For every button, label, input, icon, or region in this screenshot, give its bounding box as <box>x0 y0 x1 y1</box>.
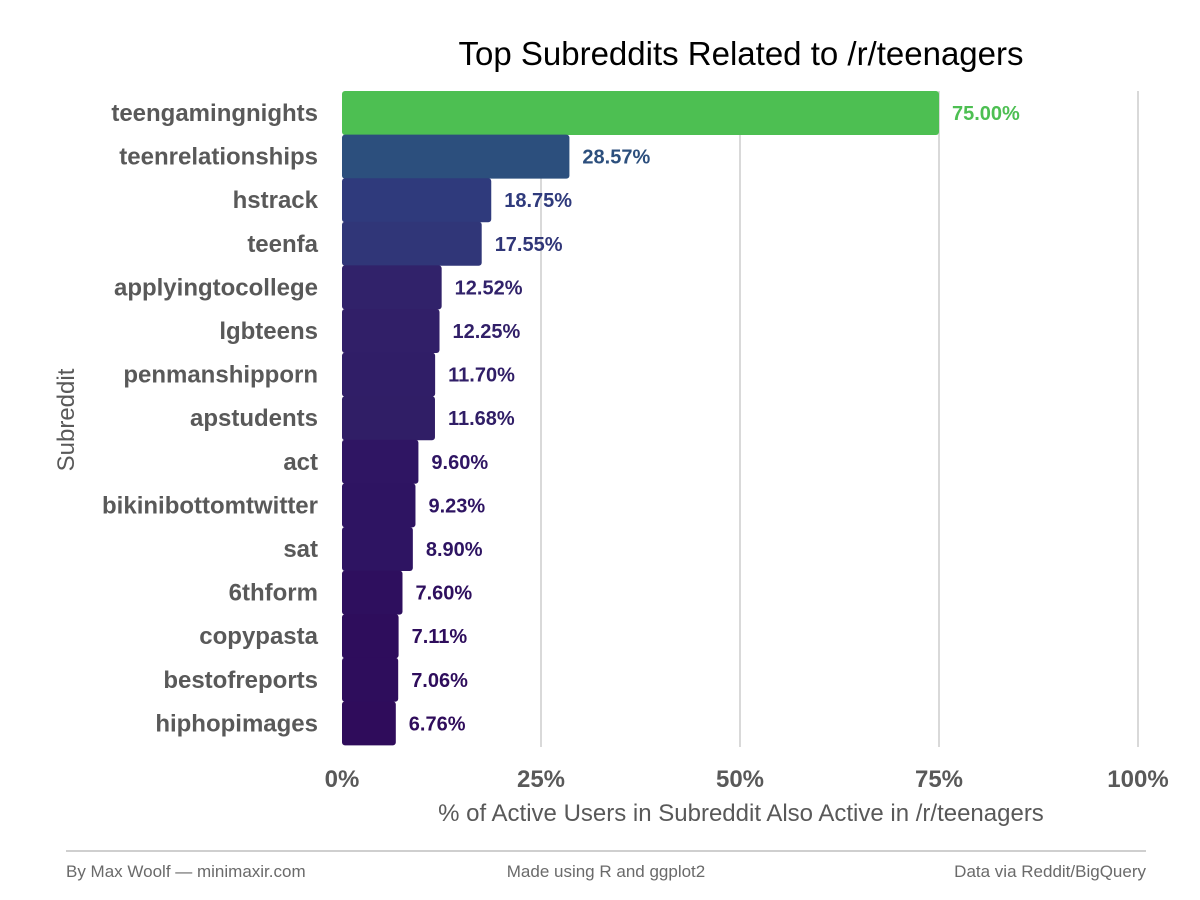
footer-tool: Made using R and ggplot2 <box>507 862 705 881</box>
value-label: 6.76% <box>409 713 466 735</box>
chart-title: Top Subreddits Related to /r/teenagers <box>458 35 1023 72</box>
bar-bestofreports <box>342 657 399 702</box>
category-label: apstudents <box>190 405 318 432</box>
bar-penmanshipporn <box>342 352 436 397</box>
category-label: 6thform <box>229 580 318 607</box>
x-tick-label: 75% <box>915 766 963 793</box>
category-label: applyingtocollege <box>114 274 318 301</box>
y-axis-title: Subreddit <box>53 368 80 471</box>
value-label: 7.06% <box>411 670 468 692</box>
category-label: teenfa <box>247 231 318 258</box>
bar-teenfa <box>342 221 482 266</box>
gridlines <box>540 91 1139 747</box>
bar-teengamingnights <box>342 91 939 135</box>
bar-lgbteens <box>342 309 440 353</box>
category-label: penmanshipporn <box>123 362 318 389</box>
bar-teenrelationships <box>342 134 570 179</box>
value-label: 17.55% <box>495 234 563 256</box>
bar-sat <box>342 527 413 571</box>
value-label: 18.75% <box>504 190 572 212</box>
value-label: 11.68% <box>448 408 515 430</box>
category-label: sat <box>283 536 318 563</box>
category-label: hiphopimages <box>155 710 318 737</box>
x-tick-label: 100% <box>1107 766 1168 793</box>
category-label: hstrack <box>233 187 319 214</box>
bars <box>342 91 939 746</box>
x-tick-label: 50% <box>716 766 764 793</box>
bar-bikinibottomtwitter <box>342 483 416 528</box>
x-tick-label: 25% <box>517 766 565 793</box>
bar-6thform <box>342 570 403 615</box>
category-label: act <box>283 449 318 476</box>
category-label: bikinibottomtwitter <box>102 492 318 519</box>
value-label: 28.57% <box>582 147 650 169</box>
x-tick-label: 0% <box>325 766 360 793</box>
bar-labels: teengamingnights 75.00% teenrelationships 2… <box>102 100 1020 737</box>
footer-source: Data via Reddit/BigQuery <box>954 862 1146 881</box>
category-label: lgbteens <box>219 318 318 345</box>
bar-apstudents <box>342 396 435 441</box>
bar-hstrack <box>342 178 492 223</box>
category-label: copypasta <box>199 623 318 650</box>
bar-applyingtocollege <box>342 265 442 310</box>
bar-act <box>342 439 419 484</box>
value-label: 12.52% <box>455 277 523 299</box>
bar-copypasta <box>342 614 399 659</box>
value-label: 7.60% <box>415 583 472 605</box>
x-axis-ticks: 0% 25% 50% 75% 100% <box>325 766 1169 793</box>
value-label: 9.23% <box>428 495 485 517</box>
category-label: bestofreports <box>163 667 318 694</box>
category-label: teengamingnights <box>111 100 318 127</box>
category-label: teenrelationships <box>119 144 318 171</box>
bar-hiphopimages <box>342 701 396 746</box>
footer-author: By Max Woolf — minimaxir.com <box>66 862 306 881</box>
x-axis-title: % of Active Users in Subreddit Also Acti… <box>438 800 1044 827</box>
value-label: 11.70% <box>448 365 515 387</box>
value-label: 12.25% <box>453 321 521 343</box>
value-label: 75.00% <box>952 103 1020 125</box>
value-label: 9.60% <box>431 452 488 474</box>
value-label: 8.90% <box>426 539 483 561</box>
value-label: 7.11% <box>412 626 468 648</box>
